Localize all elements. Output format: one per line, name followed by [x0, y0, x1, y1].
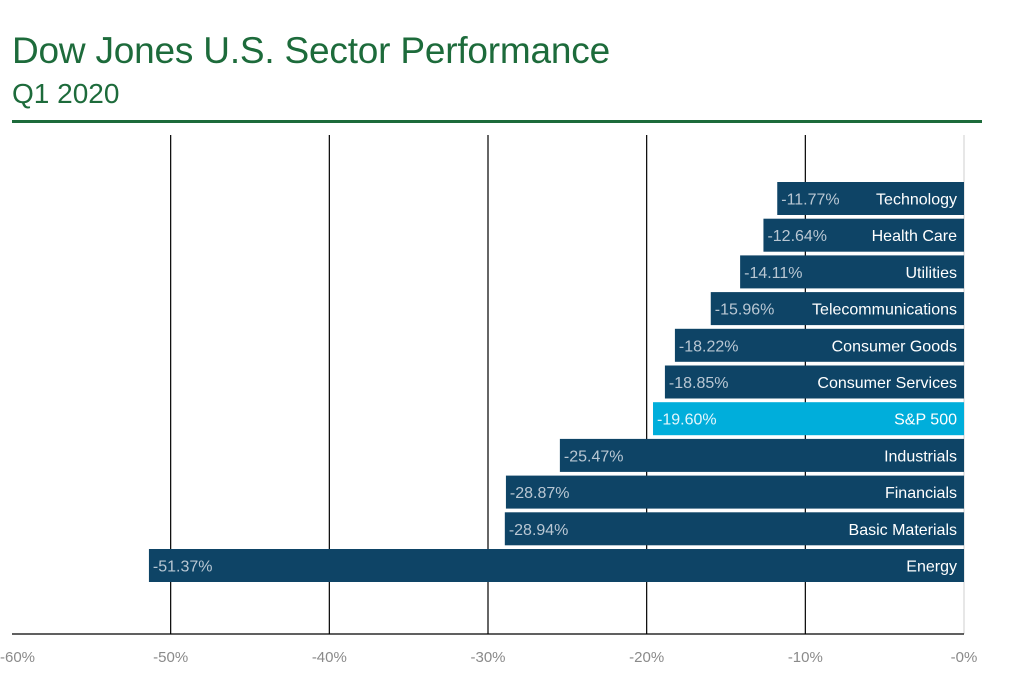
bar-value-label: -25.47%: [564, 448, 624, 465]
bar: [148, 549, 965, 582]
bar-category-label: Health Care: [872, 228, 957, 245]
bar-category-label: Technology: [876, 192, 957, 209]
bar-value-label: -14.11%: [744, 265, 802, 282]
x-tick-label: -60%: [0, 649, 35, 666]
bar-category-label: Basic Materials: [849, 522, 957, 539]
bar-category-label: Consumer Services: [817, 375, 957, 392]
bar-value-label: -18.85%: [669, 375, 729, 392]
bar-category-label: Industrials: [884, 448, 957, 465]
bar-category-label: Consumer Goods: [832, 338, 957, 355]
bar-category-label: S&P 500: [894, 412, 957, 429]
x-tick-label: -10%: [788, 649, 823, 666]
bar-category-label: Utilities: [905, 265, 957, 282]
bar-category-label: Energy: [906, 559, 957, 576]
bar: [653, 402, 964, 436]
bar: [505, 475, 964, 509]
bar: [763, 218, 964, 252]
bar: [664, 365, 964, 399]
x-tick-label: -30%: [470, 649, 505, 666]
bar: [710, 292, 964, 326]
bar: [504, 512, 964, 546]
bar-value-label: -19.60%: [657, 412, 717, 429]
x-tick-label: -0%: [951, 649, 978, 666]
bar-value-label: -11.77%: [781, 192, 839, 209]
bar-category-label: Financials: [885, 485, 957, 502]
bar-value-label: -18.22%: [679, 338, 739, 355]
chart-title: Dow Jones U.S. Sector Performance: [12, 30, 610, 71]
bar-value-label: -51.37%: [153, 559, 213, 576]
x-tick-label: -40%: [312, 649, 347, 666]
bar: [674, 328, 964, 362]
bar-value-label: -12.64%: [767, 228, 827, 245]
x-tick-label: -20%: [629, 649, 664, 666]
bar: [777, 182, 964, 215]
bar-category-label: Telecommunications: [812, 302, 957, 319]
bar-value-label: -28.87%: [510, 485, 570, 502]
bar: [740, 255, 964, 289]
chart-subtitle: Q1 2020: [12, 78, 120, 109]
bar: [559, 438, 964, 472]
x-tick-label: -50%: [153, 649, 188, 666]
bar-value-label: -28.94%: [509, 522, 569, 539]
title-divider: [12, 120, 982, 123]
bar-value-label: -15.96%: [715, 302, 775, 319]
